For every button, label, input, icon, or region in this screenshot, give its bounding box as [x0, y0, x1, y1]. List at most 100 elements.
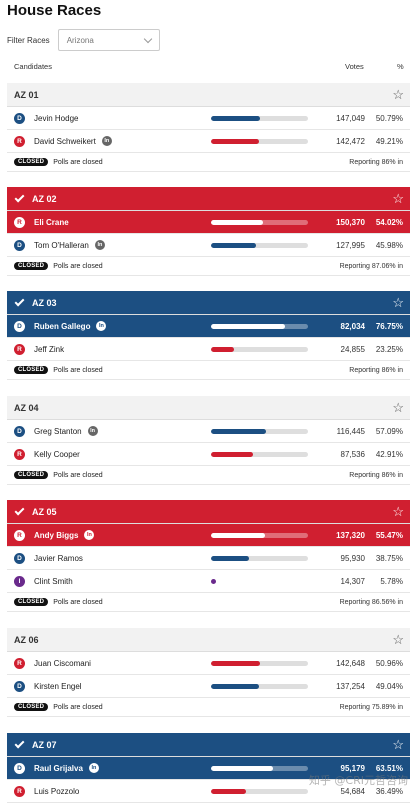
vote-share-fill: [211, 243, 256, 248]
star-icon[interactable]: ☆: [392, 191, 404, 206]
polls-status: CLOSED Polls are closed: [14, 703, 103, 711]
polls-status: CLOSED Polls are closed: [14, 366, 103, 374]
vote-share-fill: [211, 556, 249, 561]
polls-status: CLOSED Polls are closed: [14, 471, 103, 479]
filter-label: Filter Races: [7, 35, 50, 45]
polls-closed-text: Polls are closed: [53, 598, 103, 606]
candidate-percent: 5.78%: [380, 576, 403, 586]
star-icon[interactable]: ☆: [392, 87, 404, 102]
filter-selected-value: Arizona: [66, 35, 94, 45]
vote-share-fill: [211, 533, 265, 538]
filter-row: Filter Races Arizona: [7, 29, 160, 51]
candidate-votes: 142,648: [336, 658, 365, 668]
check-icon: [14, 296, 25, 306]
polls-closed-text: Polls are closed: [53, 366, 103, 374]
race-status-row: CLOSED Polls are closed Reporting 86% in: [7, 361, 410, 380]
candidate-name: Andy Biggs: [34, 530, 79, 540]
candidate-name: Greg Stanton: [34, 426, 82, 436]
party-badge-R: R: [14, 529, 25, 541]
race-header[interactable]: AZ 05 ☆: [7, 500, 410, 524]
race-name: AZ 06: [14, 635, 39, 645]
candidate-row[interactable]: D Tom O'Halleran In 127,995 45.98%: [7, 234, 410, 257]
race-name-text: AZ 01: [14, 89, 39, 100]
candidate-percent: 55.47%: [375, 530, 403, 540]
candidate-name: Jevin Hodge: [34, 113, 79, 123]
polls-status: CLOSED Polls are closed: [14, 158, 103, 166]
candidate-row[interactable]: I Clint Smith 14,307 5.78%: [7, 570, 410, 593]
star-icon[interactable]: ☆: [392, 632, 404, 647]
candidate-row[interactable]: R Juan Ciscomani 142,648 50.96%: [7, 652, 410, 675]
reporting-text: Reporting 87.06% in: [339, 262, 403, 270]
candidate-row[interactable]: D Kirsten Engel 137,254 49.04%: [7, 675, 410, 698]
vote-share-bar: [211, 684, 308, 689]
race-header[interactable]: AZ 07 ☆: [7, 733, 410, 757]
party-badge-D: D: [14, 552, 25, 564]
race-header[interactable]: AZ 06 ☆: [7, 628, 410, 652]
candidate-votes: 137,320: [336, 530, 365, 540]
race-name: AZ 02: [14, 192, 57, 204]
candidate-row[interactable]: R Jeff Zink 24,855 23.25%: [7, 338, 410, 361]
candidate-row[interactable]: D Raul Grijalva In 95,179 63.51%: [7, 757, 410, 780]
star-icon[interactable]: ☆: [392, 295, 404, 310]
vote-share-fill: [211, 324, 286, 329]
party-badge-R: R: [14, 448, 25, 460]
candidate-name: Jeff Zink: [34, 344, 65, 354]
closed-badge: CLOSED: [14, 158, 49, 166]
filter-races-select[interactable]: Arizona: [57, 29, 160, 51]
party-badge-D: D: [14, 239, 25, 251]
race-name-text: AZ 05: [32, 506, 57, 517]
incumbent-icon: In: [88, 763, 99, 773]
candidate-row[interactable]: D Ruben Gallego In 82,034 76.75%: [7, 315, 410, 338]
candidate-percent: 36.49%: [375, 786, 403, 796]
race-header[interactable]: AZ 04 ☆: [7, 396, 410, 420]
candidate-votes: 87,536: [340, 449, 365, 459]
candidate-percent: 50.79%: [375, 113, 403, 123]
candidate-percent: 45.98%: [375, 240, 403, 250]
vote-share-fill: [211, 452, 253, 457]
party-badge-D: D: [14, 680, 25, 692]
page-title: House Races: [7, 2, 102, 19]
party-badge-R: R: [14, 657, 25, 669]
candidate-votes: 142,472: [336, 136, 365, 146]
star-icon[interactable]: ☆: [392, 504, 404, 519]
polls-status: CLOSED Polls are closed: [14, 262, 103, 270]
candidate-row[interactable]: D Greg Stanton In 116,445 57.09%: [7, 420, 410, 443]
candidate-row[interactable]: R David Schweikert In 142,472 49.21%: [7, 130, 410, 153]
party-badge-D: D: [14, 320, 25, 332]
reporting-text: Reporting 86% in: [349, 471, 403, 479]
polls-closed-text: Polls are closed: [53, 262, 103, 270]
watermark: 知乎 @CRI元哲咨询: [308, 774, 408, 787]
race-header[interactable]: AZ 02 ☆: [7, 187, 410, 211]
race-card: AZ 07 ☆ D Raul Grijalva In 95,179 63.51% R Luis …: [7, 733, 410, 803]
closed-badge: CLOSED: [14, 366, 49, 374]
candidate-name: Tom O'Halleran: [34, 240, 89, 250]
incumbent-icon: In: [101, 136, 112, 146]
candidate-row[interactable]: D Jevin Hodge 147,049 50.79%: [7, 107, 410, 130]
candidate-row[interactable]: D Javier Ramos 95,930 38.75%: [7, 547, 410, 570]
candidate-percent: 50.96%: [375, 658, 403, 668]
candidate-row[interactable]: R Kelly Cooper 87,536 42.91%: [7, 443, 410, 466]
race-status-row: CLOSED Polls are closed Reporting 86% in: [7, 153, 410, 172]
vote-share-fill: [211, 661, 261, 666]
vote-share-fill: [211, 220, 264, 225]
race-status-row: CLOSED Polls are closed Reporting 86.56% i…: [7, 593, 410, 612]
candidate-votes: 82,034: [340, 321, 365, 331]
candidate-row[interactable]: R Andy Biggs In 137,320 55.47%: [7, 524, 410, 547]
candidate-percent: 49.21%: [375, 136, 403, 146]
party-badge-D: D: [14, 425, 25, 437]
candidate-percent: 38.75%: [375, 553, 403, 563]
closed-badge: CLOSED: [14, 471, 49, 479]
star-icon[interactable]: ☆: [392, 737, 404, 752]
vote-share-bar: [211, 139, 308, 144]
candidate-row[interactable]: R Eli Crane 150,370 54.02%: [7, 211, 410, 234]
closed-badge: CLOSED: [14, 703, 49, 711]
star-icon[interactable]: ☆: [392, 400, 404, 415]
candidate-name: Kelly Cooper: [34, 449, 80, 459]
race-status-row: CLOSED Polls are closed Reporting 86% in: [7, 466, 410, 485]
vote-share-fill: [211, 766, 273, 771]
race-header[interactable]: AZ 01 ☆: [7, 83, 410, 107]
candidate-votes: 127,995: [336, 240, 365, 250]
candidate-name: Raul Grijalva: [34, 763, 83, 773]
race-header[interactable]: AZ 03 ☆: [7, 291, 410, 315]
party-badge-R: R: [14, 343, 25, 355]
